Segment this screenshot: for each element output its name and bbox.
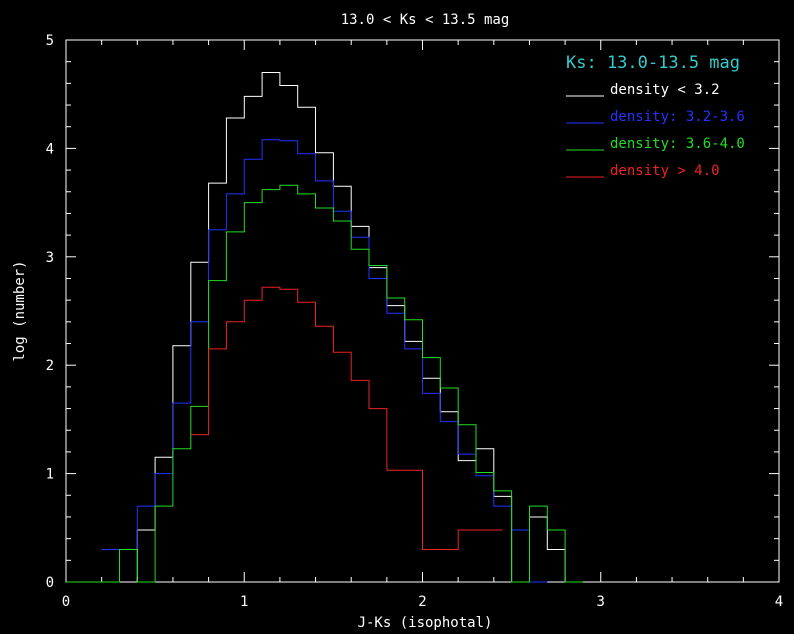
y-tick-label: 0 (46, 575, 54, 591)
axis-ticks: 0 1 2 3 4 0 1 2 3 4 5 (46, 33, 784, 610)
legend-label: density: 3.2-3.6 (610, 109, 745, 125)
series-line-3 (66, 184, 583, 583)
x-tick-label: 0 (62, 594, 70, 610)
y-tick-label: 5 (46, 33, 54, 49)
y-tick-label: 2 (46, 358, 54, 374)
series-layer (66, 72, 583, 583)
legend-label: density > 4.0 (610, 163, 720, 179)
y-tick-label: 4 (46, 141, 54, 157)
y-axis-label: log (number) (12, 260, 28, 361)
x-tick-label: 3 (597, 594, 605, 610)
x-tick-label: 4 (775, 594, 783, 610)
legend-label: density: 3.6-4.0 (610, 136, 745, 152)
chart-title: 13.0 < Ks < 13.5 mag (341, 12, 510, 28)
y-tick-label: 3 (46, 250, 54, 266)
x-tick-label: 1 (240, 594, 248, 610)
y-tick-label: 1 (46, 467, 54, 483)
series-line-4 (190, 286, 503, 550)
x-axis-label: J-Ks (isophotal) (358, 615, 493, 631)
legend-label: density < 3.2 (610, 82, 720, 98)
legend-title: Ks: 13.0-13.5 mag (566, 53, 740, 73)
legend: Ks: 13.0-13.5 mag density < 3.2 density: … (566, 53, 745, 179)
x-tick-label: 2 (418, 594, 426, 610)
